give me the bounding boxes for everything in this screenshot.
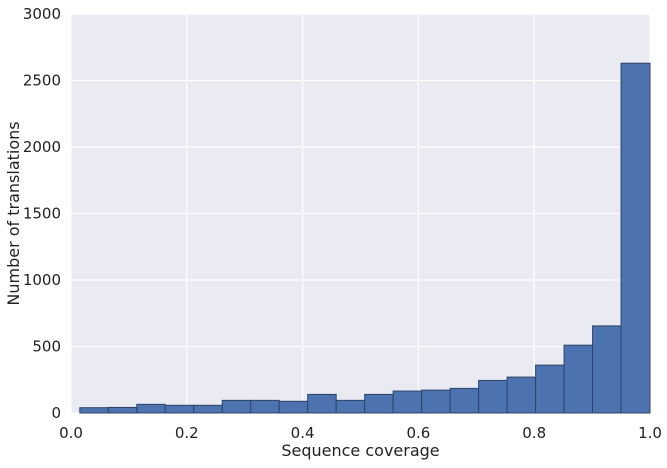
histogram-bar <box>392 390 423 414</box>
x-tick-label: 0.4 <box>291 424 315 442</box>
y-tick-label: 3000 <box>23 5 61 23</box>
histogram-bar <box>563 344 594 414</box>
histogram-bar <box>335 399 366 414</box>
x-tick-label: 0.0 <box>59 424 83 442</box>
histogram-bar <box>364 393 394 414</box>
histogram-bar <box>136 403 166 414</box>
grid-lines <box>70 13 651 414</box>
histogram-bar <box>478 379 508 414</box>
histogram-bar <box>592 325 622 414</box>
histogram-bar <box>421 389 451 414</box>
x-axis-label: Sequence coverage <box>281 441 439 460</box>
x-tick-label: 1.0 <box>638 424 662 442</box>
y-tick-label: 2000 <box>23 138 61 156</box>
histogram-bar <box>307 393 337 414</box>
x-axis-ticks: 0.0 0.2 0.4 0.6 0.8 1.0 <box>59 424 662 442</box>
y-axis-label: Number of translations <box>4 121 23 305</box>
x-tick-label: 0.6 <box>406 424 430 442</box>
histogram-bar <box>506 376 537 414</box>
histogram-bar <box>250 399 280 414</box>
y-tick-label: 0 <box>51 404 61 422</box>
histogram-bar <box>449 387 480 414</box>
histogram-bar <box>535 364 565 414</box>
histogram-bar <box>164 404 195 414</box>
y-tick-label: 1000 <box>23 271 61 289</box>
y-tick-label: 1500 <box>23 205 61 223</box>
histogram-bar <box>221 399 252 414</box>
y-tick-label: 2500 <box>23 72 61 90</box>
x-tick-label: 0.8 <box>522 424 546 442</box>
histogram-bar <box>107 406 138 414</box>
histogram-bar <box>278 400 309 414</box>
histogram-bar <box>193 404 223 414</box>
y-tick-label: 500 <box>32 338 61 356</box>
histogram-bar <box>79 407 109 414</box>
histogram-bars <box>79 62 651 414</box>
y-axis-ticks: 0 500 1000 1500 2000 2500 3000 <box>23 5 61 422</box>
histogram-bar <box>620 62 651 414</box>
x-tick-label: 0.2 <box>175 424 199 442</box>
